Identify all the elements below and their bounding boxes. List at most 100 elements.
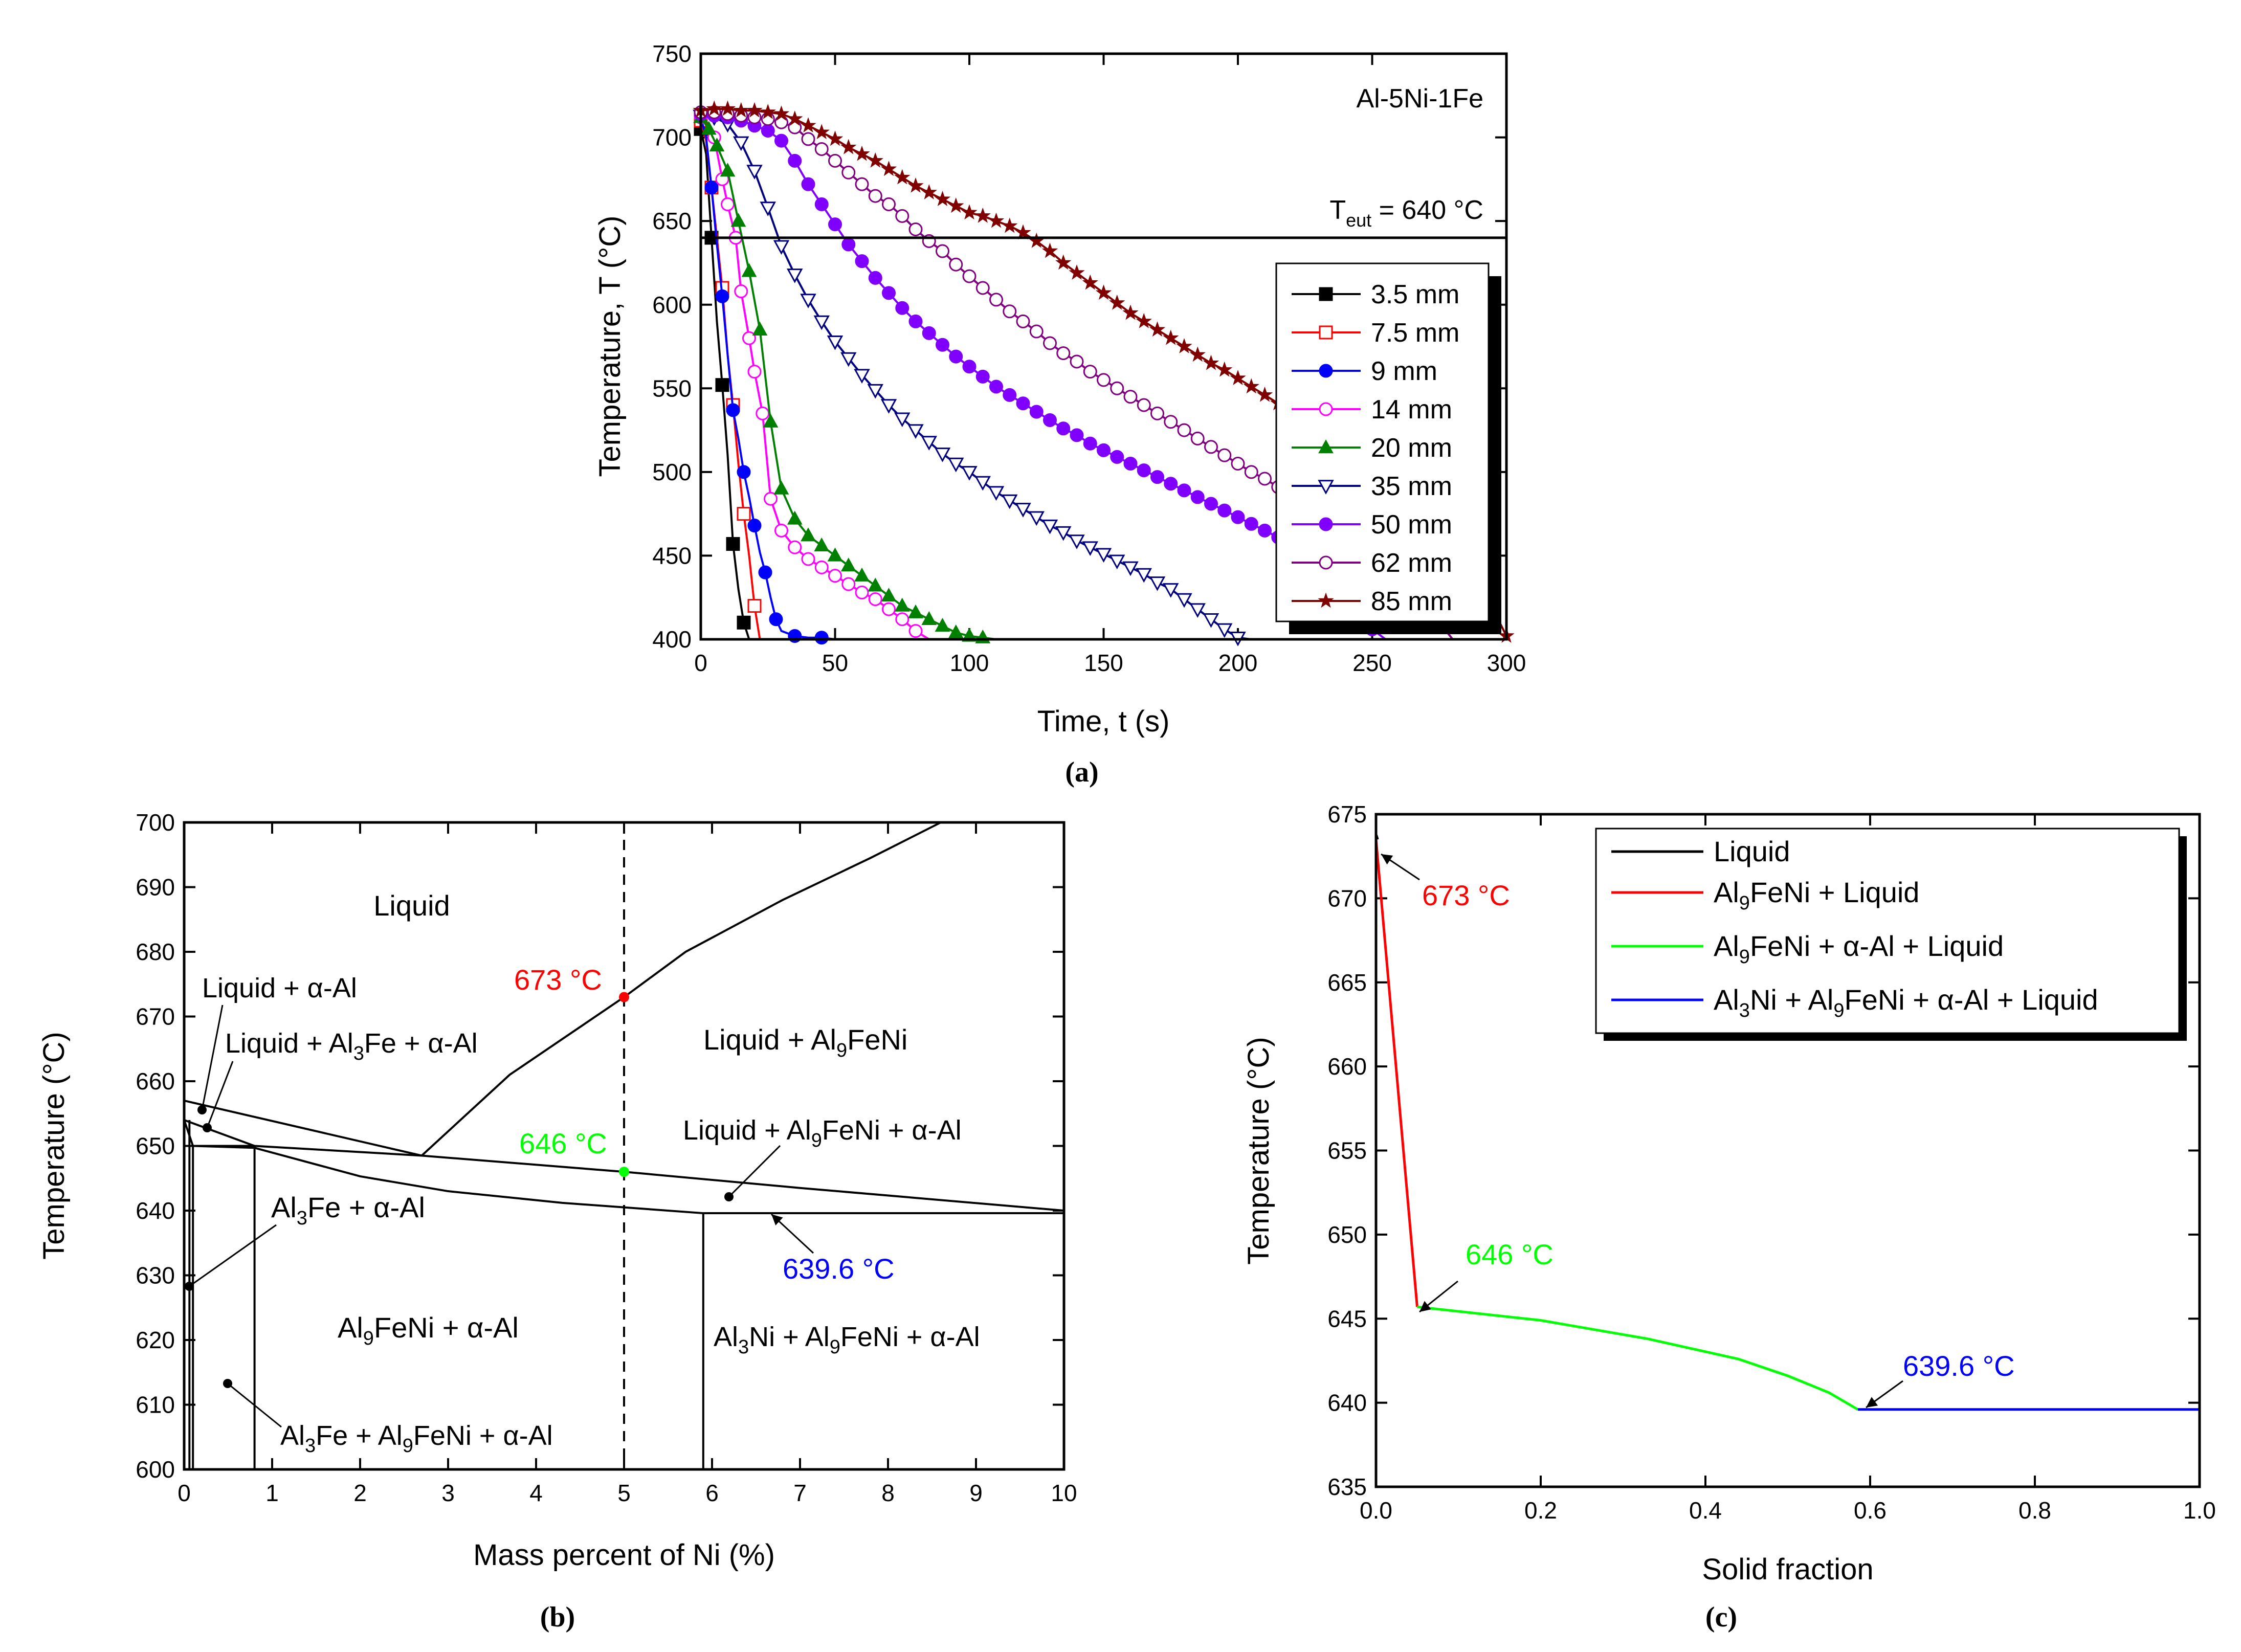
series-line-35mm — [700, 128, 750, 640]
data-point — [921, 436, 937, 451]
data-point — [814, 142, 829, 156]
data-point — [801, 132, 815, 146]
y-tick-label: 700 — [652, 124, 692, 151]
y-tick-label: 640 — [136, 1197, 175, 1224]
data-point — [1256, 386, 1273, 402]
data-point — [882, 602, 896, 616]
data-point — [788, 153, 802, 168]
data-point — [721, 197, 735, 211]
series-line-14mm — [700, 117, 930, 640]
y-tick-label: 750 — [652, 40, 692, 67]
data-point — [773, 105, 790, 121]
data-point — [841, 577, 856, 591]
data-point — [1177, 483, 1191, 498]
legend-al9feni-alpha-liquid: Al9FeNi + α-Al + Liquid — [1714, 930, 2004, 968]
y-tick-label: 650 — [652, 208, 692, 234]
y-tick-label: 650 — [136, 1133, 175, 1159]
x-tick-label: 6 — [705, 1480, 719, 1506]
data-point — [894, 412, 911, 428]
data-point — [934, 448, 951, 462]
data-point — [855, 585, 869, 599]
data-point — [1137, 463, 1151, 478]
data-point — [801, 552, 815, 566]
data-point — [800, 117, 816, 133]
x-tick-label: 2 — [353, 1480, 367, 1506]
data-point — [828, 217, 842, 232]
data-point — [908, 604, 923, 618]
data-point — [1056, 346, 1071, 361]
x-tick-label: 9 — [969, 1480, 983, 1506]
y-tick-label: 670 — [136, 1003, 175, 1030]
data-point — [1070, 354, 1084, 369]
data-point — [1137, 398, 1151, 412]
data-point — [720, 163, 736, 177]
data-point — [814, 631, 829, 645]
data-point — [880, 161, 897, 176]
data-point — [746, 102, 763, 118]
data-point — [774, 115, 788, 129]
region-liquid-al9feni: Liquid + Al9FeNi — [703, 1023, 907, 1061]
data-point — [1122, 561, 1139, 576]
data-point — [1029, 324, 1044, 339]
data-point — [1070, 428, 1084, 442]
data-point — [801, 527, 816, 542]
panel-b: 0 1 2 3 4 5 6 7 8 9 10 600 610 620 630 640 650 660 670 680 6… — [37, 809, 1077, 1633]
y-tick-label: 660 — [136, 1068, 175, 1095]
y-tick-label: 400 — [652, 626, 692, 653]
data-point — [828, 569, 842, 583]
data-point — [760, 202, 776, 216]
legend-marker — [1319, 555, 1333, 570]
data-point — [1095, 548, 1112, 563]
panel-a-gridlines: 0 50 100 150 200 250 300 400 450 500 550 600 650 700 7… — [652, 40, 1526, 676]
legend-label: 62 mm — [1371, 548, 1452, 578]
panel-a-title: Al-5Ni-1Fe — [1357, 84, 1484, 114]
data-point — [1029, 405, 1044, 419]
data-point — [1203, 613, 1219, 628]
data-point — [1189, 346, 1206, 362]
data-point — [1244, 465, 1258, 479]
panel-b-dots — [185, 1105, 734, 1388]
phase-boundary — [184, 1119, 1064, 1212]
region-al3fe-alpha: Al3Fe + α-Al — [271, 1191, 425, 1229]
data-point — [868, 271, 882, 285]
data-point — [742, 331, 756, 345]
data-point — [1204, 440, 1218, 454]
data-point — [975, 281, 990, 295]
data-point — [1110, 381, 1124, 395]
y-tick-label: 670 — [1327, 885, 1367, 911]
solidification-curve — [1374, 839, 1418, 1307]
legend-marker — [1319, 287, 1333, 301]
data-point — [1189, 603, 1206, 618]
data-point — [726, 537, 740, 551]
region-liquid-alpha: Liquid + α-Al — [202, 973, 357, 1003]
panel-c-ylabel: Temperature (°C) — [1242, 1037, 1275, 1264]
data-point — [1043, 336, 1057, 350]
data-point — [715, 289, 729, 303]
data-point — [788, 120, 802, 135]
data-point — [1109, 554, 1125, 570]
y-tick-label: 650 — [1327, 1221, 1367, 1248]
y-tick-label: 700 — [136, 809, 175, 836]
panel-c-series — [1374, 834, 2200, 1411]
data-point — [949, 349, 963, 364]
data-point — [948, 197, 964, 213]
panel-b-leaders — [189, 1004, 781, 1428]
panel-a-series — [693, 100, 1515, 646]
y-tick-label: 675 — [1327, 801, 1367, 828]
data-point — [774, 523, 788, 538]
y-tick-label: 690 — [136, 874, 175, 901]
legend-marker — [1318, 439, 1334, 454]
phase-point — [619, 992, 629, 1002]
phase-point — [619, 1167, 629, 1177]
panel-c-frame — [1374, 813, 2201, 1488]
data-point — [962, 269, 977, 283]
data-point — [854, 369, 870, 384]
legend-marker — [1318, 480, 1334, 495]
data-point — [758, 565, 772, 579]
panel-b-boundaries — [183, 821, 1064, 1469]
data-point — [1041, 242, 1058, 258]
legend-label: 50 mm — [1371, 510, 1452, 540]
y-tick-label: 665 — [1327, 969, 1367, 996]
data-point — [1043, 413, 1057, 427]
data-point — [787, 269, 803, 283]
